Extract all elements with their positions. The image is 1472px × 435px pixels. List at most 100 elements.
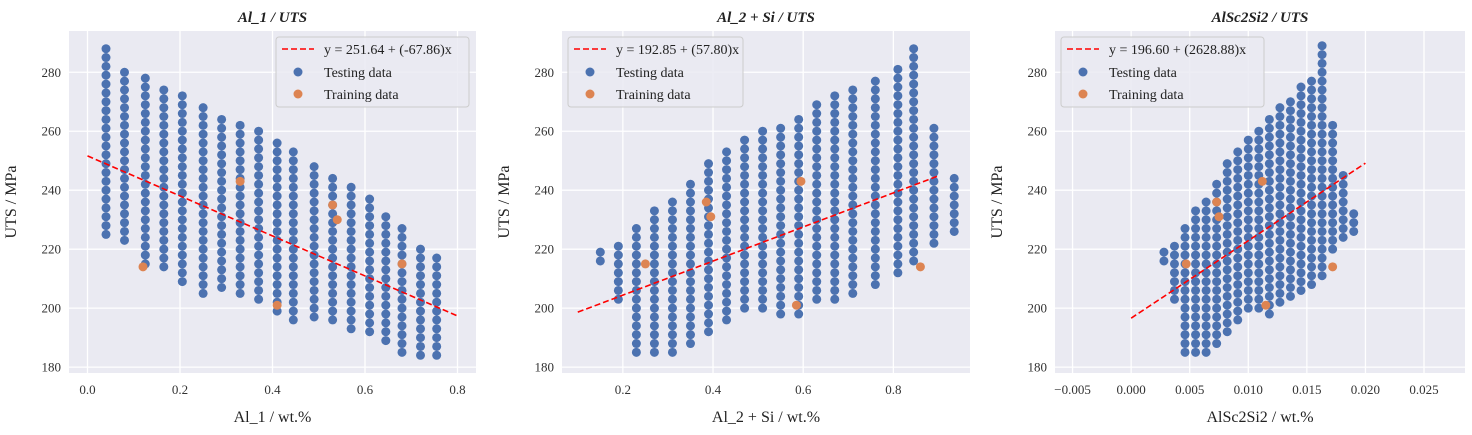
chart-3-testing-point <box>1275 280 1285 290</box>
chart-2-testing-point <box>893 135 903 145</box>
chart-3-testing-point <box>1275 182 1285 192</box>
chart-3-testing-point <box>1243 268 1253 278</box>
chart-1-testing-point <box>381 265 391 275</box>
chart-2-testing-point <box>758 144 768 154</box>
chart-1-testing-point <box>309 312 319 322</box>
chart-2-testing-point <box>740 268 750 278</box>
chart-2-testing-point <box>870 129 880 139</box>
chart-3-testing-point <box>1222 300 1232 310</box>
chart-2-testing-point <box>812 126 822 136</box>
chart-3-x-tick-label: 0.005 <box>1175 382 1204 397</box>
chart-1-training-series <box>138 176 407 310</box>
chart-3-testing-point <box>1222 221 1232 231</box>
chart-1-testing-point <box>140 232 150 242</box>
chart-1-testing-point <box>177 144 187 154</box>
chart-1-testing-point <box>309 241 319 251</box>
chart-3-x-tick-label: 0.020 <box>1351 382 1380 397</box>
chart-2-testing-point <box>704 300 714 310</box>
chart-2-testing-point <box>909 53 919 63</box>
chart-3-testing-point <box>1264 229 1274 239</box>
chart-2-testing-point <box>776 221 786 231</box>
chart-1-testing-point <box>198 165 208 175</box>
chart-2-testing-point <box>685 241 695 251</box>
chart-2-testing-point <box>685 179 695 189</box>
chart-1-testing-point <box>416 350 425 360</box>
chart-3-testing-point <box>1275 191 1285 201</box>
chart-3-testing-point <box>1264 194 1274 204</box>
chart-3-testing-point <box>1296 170 1306 180</box>
chart-1-testing-point <box>254 144 264 154</box>
chart-3-testing-point <box>1296 285 1306 295</box>
chart-1-y-tick-label: 260 <box>42 124 62 139</box>
chart-1-testing-point <box>416 306 425 316</box>
chart-2-testing-point <box>870 182 880 192</box>
chart-2-testing-point <box>794 141 804 151</box>
chart-1-testing-point <box>288 315 298 325</box>
chart-2-testing-point <box>870 173 880 183</box>
chart-2-testing-point <box>704 247 714 257</box>
chart-1-testing-point <box>397 224 407 234</box>
chart-2-y-tick-label: 220 <box>535 242 555 257</box>
chart-1-testing-point <box>272 271 282 281</box>
chart-2-testing-point <box>667 197 677 207</box>
chart-1-testing-point <box>288 165 298 175</box>
chart-3-testing-point <box>1180 224 1190 234</box>
chart-1-testing-point <box>397 277 407 287</box>
chart-2-testing-point <box>949 226 959 236</box>
chart-3-testing-point <box>1243 135 1253 145</box>
chart-3-testing-point <box>1191 285 1201 295</box>
chart-2-testing-point <box>830 232 840 242</box>
chart-1-testing-point <box>416 288 425 298</box>
chart-2-testing-point <box>848 173 858 183</box>
chart-1-testing-point <box>120 94 129 104</box>
chart-2-testing-point <box>776 132 786 142</box>
chart-2-testing-point <box>685 339 695 349</box>
chart-1-testing-point <box>101 70 111 80</box>
chart-2-testing-point <box>893 82 903 92</box>
chart-3-testing-point <box>1307 218 1317 228</box>
chart-3-testing-point <box>1296 232 1306 242</box>
chart-1-testing-point <box>272 244 282 254</box>
chart-1-testing-point <box>346 271 356 281</box>
chart-1-testing-point <box>198 209 208 219</box>
chart-3-testing-point <box>1275 165 1285 175</box>
chart-1-testing-point <box>254 126 264 136</box>
chart-3-testing-point <box>1233 226 1243 236</box>
chart-3-testing-point <box>1296 126 1306 136</box>
chart-2-y-tick-label: 280 <box>535 65 555 80</box>
chart-2-testing-point <box>812 206 822 216</box>
chart-3-testing-point <box>1254 250 1264 260</box>
chart-2-testing-point <box>929 203 939 213</box>
chart-2-testing-point <box>893 250 903 260</box>
chart-3-testing-point <box>1317 244 1327 254</box>
chart-1-testing-point <box>254 170 264 180</box>
chart-2-testing-point <box>704 283 714 292</box>
chart-3-testing-point <box>1212 294 1222 304</box>
chart-2-training-point <box>796 176 806 186</box>
chart-2-testing-point <box>776 309 786 319</box>
chart-1-testing-point <box>381 300 391 310</box>
chart-3-training-series <box>1181 176 1338 310</box>
chart-2-testing-point <box>758 153 768 163</box>
chart-3-testing-point <box>1307 147 1317 157</box>
chart-2-testing-point <box>870 253 880 263</box>
chart-3-testing-point <box>1307 76 1317 86</box>
chart-2-legend-fit-label: y = 192.85 + (57.80)x <box>616 43 739 58</box>
chart-2-testing-point <box>740 153 750 163</box>
chart-1-y-tick-label: 180 <box>42 360 62 375</box>
chart-2-testing-point <box>704 265 714 275</box>
chart-1-testing-point <box>198 226 208 236</box>
chart-2-testing-point <box>848 235 858 245</box>
chart-1-testing-point <box>177 117 187 127</box>
chart-1-testing-point <box>101 114 111 124</box>
chart-2-testing-point <box>794 283 804 292</box>
chart-1-testing-point <box>328 191 338 201</box>
chart-2-testing-point <box>949 209 959 219</box>
chart-2-testing-point <box>812 277 822 287</box>
chart-2-testing-point <box>812 162 822 172</box>
chart-1-testing-point <box>416 271 425 281</box>
chart-2-testing-point <box>722 200 732 210</box>
chart-3-testing-point <box>1233 209 1243 219</box>
chart-2-testing-point <box>812 100 822 110</box>
chart-2-testing-point <box>704 168 714 178</box>
